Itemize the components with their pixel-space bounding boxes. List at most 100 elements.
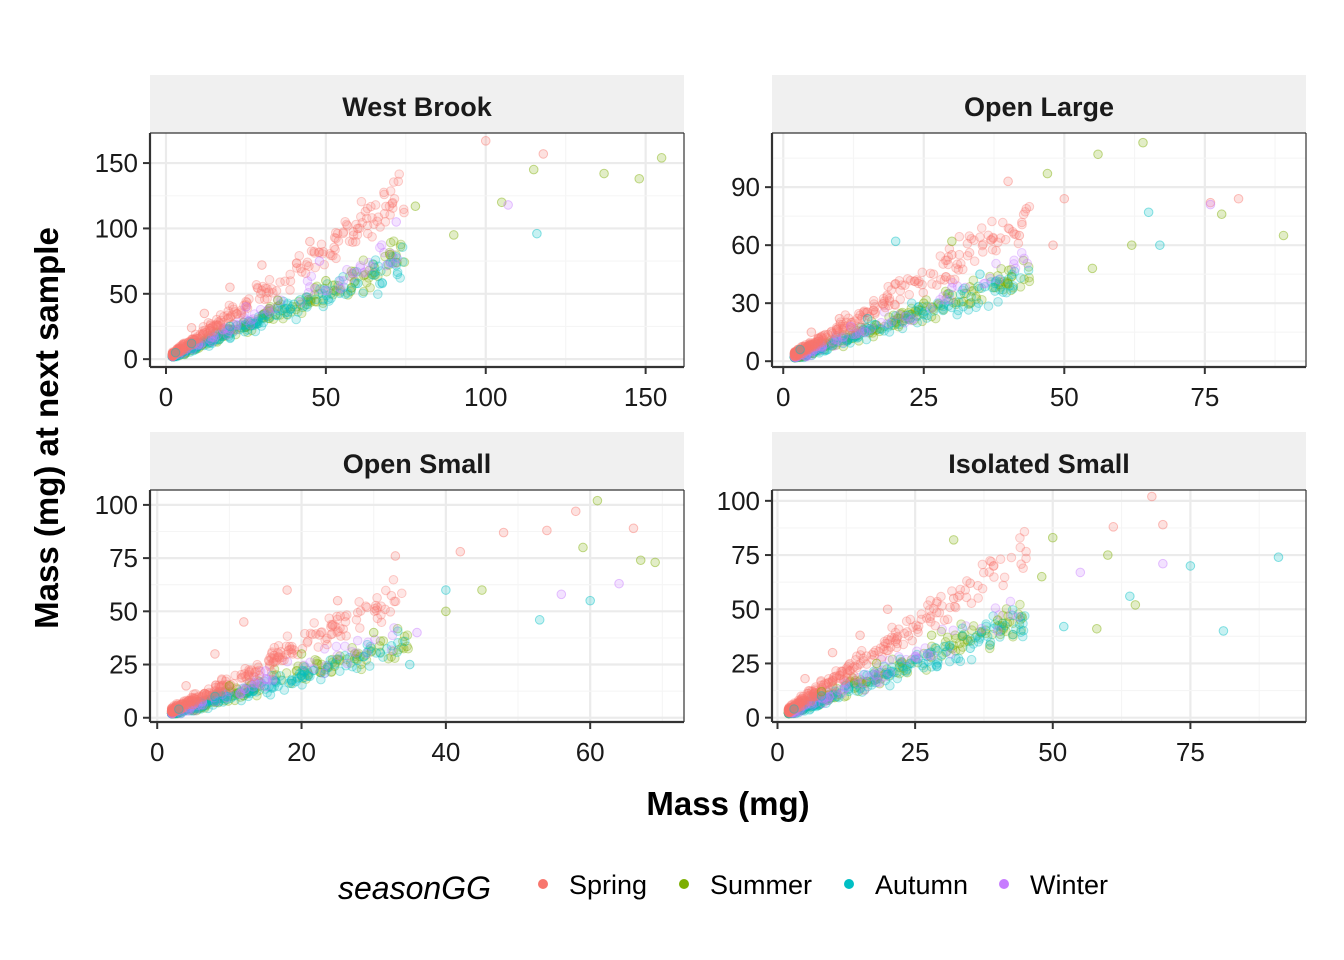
point-summer	[838, 330, 848, 341]
point-summer	[211, 690, 222, 701]
point-summer	[358, 270, 369, 281]
point-summer	[958, 296, 969, 307]
point-spring	[262, 293, 272, 304]
point-spring	[356, 212, 366, 222]
x-tick-label: 0	[150, 737, 164, 767]
point-summer	[842, 336, 852, 346]
point-summer	[1126, 240, 1137, 250]
facet-strip	[772, 75, 1306, 133]
point-autumn	[943, 296, 953, 307]
legend-key-spring	[538, 879, 548, 889]
point-summer	[167, 708, 177, 719]
point-autumn	[897, 317, 908, 328]
point-winter	[180, 344, 191, 355]
point-autumn	[882, 669, 893, 680]
point-summer	[253, 675, 264, 686]
point-summer	[262, 306, 273, 316]
point-autumn	[845, 338, 856, 348]
point-summer	[796, 346, 806, 356]
point-spring	[790, 348, 800, 358]
point-autumn	[955, 656, 966, 667]
point-spring	[167, 347, 178, 357]
point-spring	[190, 329, 201, 340]
point-summer	[331, 657, 341, 668]
point-winter	[177, 343, 187, 354]
point-summer	[189, 705, 200, 716]
point-winter	[849, 329, 860, 340]
point-spring	[197, 326, 208, 336]
point-winter	[795, 347, 805, 358]
point-summer	[176, 347, 187, 357]
point-summer	[333, 280, 343, 291]
point-winter	[826, 336, 837, 347]
point-summer	[185, 345, 196, 356]
point-spring	[170, 348, 180, 358]
point-winter	[193, 340, 203, 351]
point-spring	[242, 674, 252, 684]
point-autumn	[796, 349, 807, 359]
point-summer	[219, 326, 229, 337]
point-spring	[326, 250, 336, 261]
point-spring	[186, 322, 197, 333]
points	[789, 137, 1289, 363]
point-autumn	[811, 345, 821, 355]
point-autumn	[851, 332, 861, 342]
point-spring	[171, 346, 182, 356]
point-spring	[225, 312, 235, 323]
point-spring	[210, 649, 220, 659]
point-summer	[194, 696, 204, 707]
point-summer	[790, 351, 801, 362]
point-summer	[232, 684, 242, 695]
point-spring	[795, 344, 805, 354]
point-autumn	[939, 299, 949, 309]
point-spring	[187, 334, 197, 344]
point-spring	[352, 230, 363, 240]
point-summer	[804, 344, 814, 355]
point-summer	[167, 350, 178, 361]
point-summer	[227, 687, 237, 697]
point-spring	[790, 347, 800, 358]
point-summer	[592, 495, 603, 506]
point-summer	[871, 658, 882, 669]
point-spring	[913, 627, 923, 638]
point-summer	[253, 314, 264, 324]
point-summer	[302, 665, 313, 676]
point-winter	[168, 348, 179, 359]
y-tick-label: 100	[95, 213, 138, 243]
point-summer	[315, 667, 326, 678]
point-summer	[169, 351, 179, 362]
point-summer	[850, 330, 860, 341]
point-autumn	[797, 347, 808, 357]
point-summer	[1003, 265, 1014, 276]
point-spring	[170, 349, 180, 359]
point-spring	[818, 333, 828, 344]
point-autumn	[177, 347, 188, 357]
point-autumn	[391, 260, 401, 271]
point-autumn	[943, 301, 954, 311]
point-summer	[176, 348, 186, 359]
point-autumn	[838, 338, 849, 349]
point-autumn	[802, 346, 813, 357]
point-summer	[891, 317, 902, 328]
point-summer	[947, 236, 957, 247]
x-tick-label: 150	[624, 382, 667, 412]
point-autumn	[973, 298, 984, 308]
point-spring	[813, 334, 824, 344]
point-spring	[181, 343, 192, 354]
point-summer	[916, 305, 927, 316]
point-spring	[244, 666, 255, 677]
point-autumn	[170, 350, 180, 361]
point-spring	[376, 601, 386, 611]
point-winter	[231, 317, 242, 328]
point-autumn	[258, 317, 269, 328]
point-winter	[389, 623, 399, 633]
point-autumn	[914, 305, 924, 316]
point-spring	[817, 337, 827, 348]
point-autumn	[862, 326, 872, 336]
point-spring	[800, 340, 811, 350]
point-spring	[361, 601, 371, 612]
point-summer	[181, 348, 191, 358]
point-autumn	[804, 341, 815, 352]
point-spring	[306, 246, 317, 256]
